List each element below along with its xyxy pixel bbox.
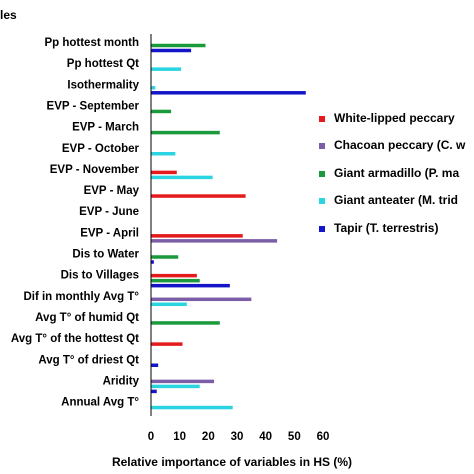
- category-label: Aridity: [103, 375, 140, 387]
- bar: [151, 384, 200, 389]
- legend-label: Chacoan peccary (C. w: [334, 138, 466, 152]
- legend-label: Giant armadillo (P. ma: [334, 166, 459, 180]
- bar: [151, 342, 183, 346]
- category-label: EVP - November: [50, 164, 140, 176]
- legend-label: Tapir (T. terrestris): [334, 221, 438, 235]
- x-tick-label: 50: [288, 431, 301, 443]
- category-label: EVP - May: [84, 185, 140, 197]
- bar: [151, 234, 243, 238]
- category-label: Dis to Villages: [61, 270, 139, 282]
- legend: White-lipped peccary Chacoan peccary (C. …: [319, 111, 466, 235]
- category-label: Avg T° of driest Qt: [38, 354, 139, 366]
- category-label: Dis to Water: [72, 249, 139, 261]
- legend-swatch: [319, 116, 325, 122]
- bars-layer: [151, 43, 306, 410]
- bar: [151, 130, 220, 135]
- category-labels: Pp hottest month Pp hottest Qt Isothermali…: [11, 37, 140, 409]
- category-label: EVP - September: [47, 100, 140, 112]
- category-label: Dif in monthly Avg T°: [23, 291, 139, 303]
- legend-swatch: [319, 143, 325, 149]
- bar: [151, 239, 278, 243]
- bar: [151, 260, 154, 264]
- category-label: EVP - October: [62, 143, 140, 155]
- bar: [151, 86, 156, 90]
- x-tick-label: 10: [173, 431, 186, 443]
- bar: [151, 170, 177, 175]
- bar: [151, 48, 192, 53]
- x-axis-label: Relative importance of variables in HS (…: [112, 455, 352, 469]
- legend-label: White-lipped peccary: [334, 111, 455, 125]
- y-axis-label-partial: les: [0, 8, 17, 22]
- x-tick-label: 40: [259, 431, 272, 443]
- bar: [151, 297, 252, 302]
- legend-swatch: [319, 226, 325, 232]
- bar: [151, 91, 306, 95]
- x-tick-label: 0: [148, 431, 154, 443]
- bar: [151, 43, 206, 48]
- bar: [151, 273, 197, 278]
- bar: [151, 175, 213, 180]
- bar: [151, 255, 179, 259]
- legend-swatch: [319, 198, 325, 204]
- category-label: EVP - June: [79, 206, 139, 218]
- category-label: Pp hottest month: [44, 37, 139, 49]
- x-tick-label: 20: [202, 431, 215, 443]
- category-label: Pp hottest Qt: [67, 58, 139, 70]
- bar: [151, 109, 172, 114]
- bar: [151, 302, 187, 307]
- bar: [151, 283, 230, 288]
- bar: [151, 379, 215, 384]
- category-label: Isothermality: [67, 79, 139, 91]
- bar: [151, 405, 233, 410]
- bar: [151, 194, 246, 198]
- legend-label: Giant anteater (M. trid: [334, 193, 458, 207]
- x-tick-labels: 0 10 20 30 40 50 60: [148, 431, 330, 443]
- category-label: Avg T° of humid Qt: [35, 312, 139, 324]
- x-tick-label: 60: [317, 431, 330, 443]
- bar: [151, 363, 159, 367]
- bar: [151, 278, 200, 283]
- bar: [151, 321, 220, 325]
- category-label: EVP - March: [72, 122, 139, 134]
- bar: [151, 152, 176, 156]
- bar: [151, 389, 157, 394]
- x-tick-label: 30: [231, 431, 244, 443]
- category-label: Annual Avg T°: [61, 397, 139, 409]
- legend-swatch: [319, 171, 325, 177]
- category-label: EVP - April: [80, 227, 139, 239]
- bar: [151, 67, 182, 71]
- category-label: Avg T° of the hottest Qt: [11, 333, 139, 345]
